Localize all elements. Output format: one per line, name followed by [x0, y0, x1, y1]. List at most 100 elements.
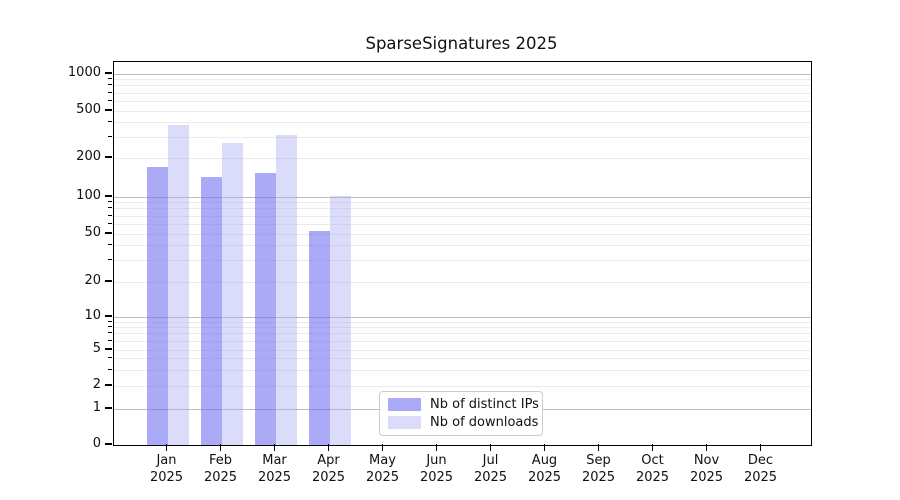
y-minor-tick: [108, 384, 112, 386]
x-tick: [543, 444, 546, 451]
x-tick-label: Sep 2025: [571, 452, 627, 486]
x-tick-month: Sep: [586, 453, 611, 468]
x-tick-year: 2025: [365, 470, 400, 485]
x-tick-month: Mar: [262, 453, 287, 468]
y-gridline-minor: [114, 369, 811, 371]
x-tick-year: 2025: [527, 470, 562, 485]
x-tick: [489, 444, 492, 451]
x-tick: [165, 444, 168, 451]
y-minor-tick: [108, 339, 112, 341]
x-tick-label: Apr 2025: [301, 452, 357, 486]
legend-swatch-distinct-ips: [388, 398, 421, 412]
y-tick-label: 1: [92, 400, 101, 415]
x-tick-month: Jun: [426, 453, 447, 468]
y-minor-tick: [108, 332, 112, 334]
y-gridline-minor: [114, 215, 811, 217]
x-tick: [597, 444, 600, 451]
y-minor-tick: [108, 135, 112, 137]
x-tick-year: 2025: [257, 470, 292, 485]
y-gridline-minor: [114, 333, 811, 335]
y-tick-label: 10: [84, 308, 101, 323]
x-tick-label: Aug 2025: [517, 452, 573, 486]
legend-label-downloads: Nb of downloads: [430, 414, 539, 430]
x-tick-label: Jan 2025: [139, 452, 195, 486]
x-tick-month: Dec: [747, 453, 774, 468]
y-gridline-major: [114, 196, 811, 198]
legend: Nb of distinct IPs Nb of downloads: [379, 391, 543, 436]
y-gridline-minor: [114, 100, 811, 102]
y-tick-label: 500: [76, 102, 101, 117]
x-tick-label: Nov 2025: [679, 452, 735, 486]
y-minor-tick: [108, 232, 112, 234]
y-gridline-minor: [114, 79, 811, 81]
bar-downloads-jan: [167, 125, 189, 445]
x-tick-label: Jun 2025: [409, 452, 465, 486]
y-minor-tick: [108, 109, 112, 111]
y-minor-tick: [108, 280, 112, 282]
y-gridline-minor: [114, 223, 811, 225]
y-tick-label: 2: [92, 377, 101, 392]
y-minor-tick: [108, 348, 112, 350]
y-minor-tick: [108, 222, 112, 224]
y-gridline-major: [114, 73, 811, 75]
y-gridline-minor: [114, 327, 811, 329]
y-gridline-minor: [114, 349, 811, 351]
x-tick: [705, 444, 708, 451]
y-gridline-minor: [114, 121, 811, 123]
legend-item-distinct-ips: Nb of distinct IPs: [388, 396, 539, 413]
x-tick-month: Aug: [531, 453, 558, 468]
x-tick: [273, 444, 276, 451]
x-tick-month: Jan: [156, 453, 177, 468]
y-minor-tick: [108, 120, 112, 122]
x-tick-label: Jul 2025: [463, 452, 519, 486]
x-tick-year: 2025: [203, 470, 238, 485]
bar-downloads-mar: [275, 135, 297, 445]
y-minor-tick: [108, 259, 112, 261]
y-minor-tick: [108, 207, 112, 209]
y-tick: [105, 72, 112, 74]
y-tick-label: 200: [76, 149, 101, 164]
x-tick-month: Jul: [482, 453, 499, 468]
y-minor-tick: [108, 326, 112, 328]
y-minor-tick: [108, 201, 112, 203]
y-tick-label: 100: [76, 188, 101, 203]
bar-ips-apr: [308, 230, 330, 445]
y-minor-tick: [108, 84, 112, 86]
y-gridline-minor: [114, 340, 811, 342]
y-tick: [105, 407, 112, 409]
y-gridline-minor: [114, 92, 811, 94]
bar-ips-jan: [146, 167, 168, 445]
x-tick-month: May: [369, 453, 396, 468]
y-minor-tick: [108, 78, 112, 80]
legend-label-distinct-ips: Nb of distinct IPs: [430, 397, 539, 413]
y-gridline-major: [114, 316, 811, 318]
x-tick-label: May 2025: [355, 452, 411, 486]
y-gridline-minor: [114, 202, 811, 204]
y-minor-tick: [108, 244, 112, 246]
x-tick-month: Nov: [693, 453, 720, 468]
legend-item-downloads: Nb of downloads: [388, 414, 538, 431]
y-minor-tick: [108, 357, 112, 359]
y-tick-label: 0: [92, 436, 101, 451]
x-tick-year: 2025: [581, 470, 616, 485]
x-tick-label: Dec 2025: [733, 452, 789, 486]
y-gridline-minor: [114, 358, 811, 360]
x-tick-label: Oct 2025: [625, 452, 681, 486]
y-gridline-minor: [114, 321, 811, 323]
x-tick-month: Apr: [317, 453, 340, 468]
x-tick-month: Oct: [641, 453, 664, 468]
y-gridline-minor: [114, 233, 811, 235]
bar-downloads-feb: [221, 142, 243, 445]
x-tick-year: 2025: [473, 470, 508, 485]
x-tick: [651, 444, 654, 451]
y-gridline-minor: [114, 157, 811, 159]
y-gridline-minor: [114, 281, 811, 283]
x-tick: [759, 444, 762, 451]
y-tick-label: 50: [84, 225, 101, 240]
bar-downloads-apr: [329, 195, 351, 445]
x-tick: [381, 444, 384, 451]
y-minor-tick: [108, 214, 112, 216]
bar-ips-feb: [200, 176, 222, 445]
bar-ips-mar: [254, 173, 276, 445]
